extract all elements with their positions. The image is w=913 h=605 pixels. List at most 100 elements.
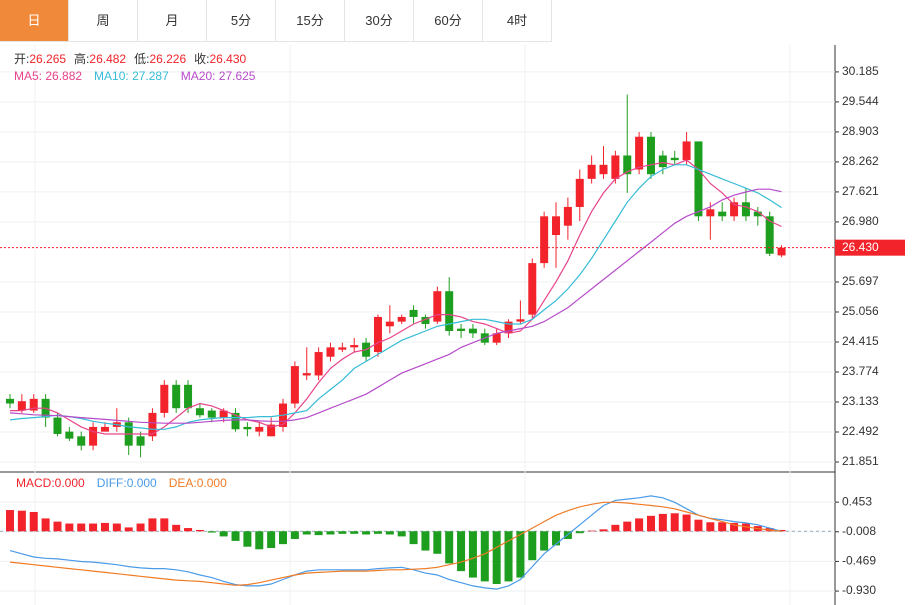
period-tab[interactable]: 日 [0,0,69,42]
macd-bar [112,523,121,532]
ohlc-label: 收: [194,52,209,66]
macd-bar [219,531,228,537]
y-tick-label: 28.903 [842,124,879,138]
ohlc-value: 26.430 [209,52,246,66]
y-tick-label: 22.492 [842,424,879,438]
candle-body [694,141,703,217]
period-tab[interactable]: 30分 [345,0,414,42]
candle-body [397,316,406,322]
macd-bar [409,531,418,545]
y-tick-label: 25.056 [842,304,879,318]
period-tab[interactable]: 15分 [276,0,345,42]
period-tab[interactable]: 60分 [414,0,483,42]
macd-bar [445,531,454,564]
period-tab[interactable]: 4时 [483,0,552,42]
candle-body [77,436,86,446]
ma-legend: MA5: 26.882 MA10: 27.287 MA20: 27.625 [14,69,256,83]
candle-body [6,398,14,404]
candle-body [89,426,98,446]
y-tick-label: 27.621 [842,184,879,198]
candle-body [635,136,644,170]
candle-body [148,412,157,437]
y-tick-label: 25.697 [842,274,879,288]
series-line [9,501,782,586]
macd-bar [670,513,679,532]
macd-bar [53,521,62,532]
candle-body [575,178,584,207]
candle-body [670,157,679,161]
candle-body [100,426,109,432]
candle-body [658,155,667,168]
macd-bar [552,531,561,546]
candle-body [326,347,335,357]
macd-bar [421,531,430,551]
period-tab[interactable]: 周 [69,0,138,42]
y-tick-label: 29.544 [842,94,879,108]
candle-body [765,216,774,254]
candle-body [753,211,762,217]
y-tick-label: -0.469 [842,554,876,568]
macd-bar [492,531,501,584]
candle-body [623,155,632,175]
series-line [9,495,782,590]
y-tick-label: 30.185 [842,64,879,78]
candle-body [184,384,193,409]
candle-body [243,426,252,430]
macd-bar [457,531,466,572]
macd-bar [623,521,632,532]
macd-bar [777,529,786,532]
candle-body [599,164,608,175]
macd-bar [6,510,14,532]
candle-body [350,345,359,348]
candle-body [552,216,561,236]
ohlc-label: 高: [74,51,89,66]
macd-bar [658,513,667,532]
candle-body [195,408,204,416]
macd-bar [231,531,240,541]
ohlc-value: 26.482 [89,52,126,66]
candle-body [718,211,727,217]
period-tab[interactable]: 月 [138,0,207,42]
period-tab[interactable]: 5分 [207,0,276,42]
series-line [9,164,782,430]
candle-body [160,384,169,413]
macd-bar [314,531,323,536]
candle-body [338,347,347,350]
candle-body [207,410,216,418]
y-tick-label: 23.774 [842,364,879,378]
candle-body [468,328,477,334]
macd-bar [160,518,169,532]
macd-bar [326,531,335,535]
candle-body [445,291,454,331]
y-tick-label: 23.133 [842,394,879,408]
macd-bar [528,531,537,561]
macd-bar [195,529,204,532]
macd-bar [302,531,311,535]
legend-item: MACD:0.000 [16,476,85,490]
candle-body [563,206,572,226]
candle-body [528,263,537,315]
candle-body [504,321,513,334]
macd-bar [350,531,359,534]
macd-bar [682,514,691,532]
macd-bar [89,523,98,532]
macd-bar [575,531,584,534]
macd-bar [730,522,739,532]
legend-item: DEA:0.000 [169,476,227,490]
candle-body [373,316,382,353]
macd-bar [646,515,655,532]
legend-item: DIFF:0.000 [97,476,157,490]
candle-body [172,384,181,409]
candle-body [231,412,240,430]
legend-item: MA10: 27.287 [94,69,169,83]
macd-bar [124,527,133,532]
candle-body [492,333,501,343]
macd-bar [516,531,525,578]
ohlc-value: 26.226 [149,52,186,66]
candle-body [136,436,145,446]
series-line [9,188,782,424]
macd-bar [694,519,703,532]
candle-body [433,291,442,322]
